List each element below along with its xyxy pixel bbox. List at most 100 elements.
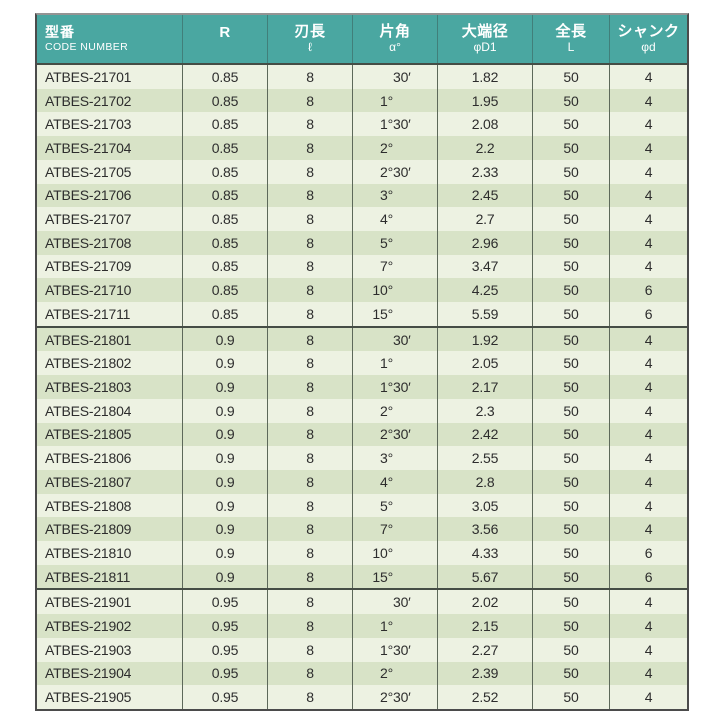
cell-shank-dia: 4 — [609, 493, 687, 518]
cell-overall-length: 50 — [532, 685, 609, 709]
cell-code-number: ATBES-21807 — [45, 473, 132, 490]
cell-r: 0.9 — [182, 375, 267, 399]
cell-overall-length: 50 — [532, 614, 609, 638]
cell-overall-length: 50 — [532, 230, 609, 255]
cell-r: 0.9 — [182, 517, 267, 542]
cell-code-number: ATBES-21804 — [45, 402, 132, 419]
cell-large-end-dia: 2.02 — [437, 590, 532, 615]
column-header-blade-length: 刃長 ℓ — [267, 15, 352, 63]
column-title: シャンク — [617, 23, 680, 41]
table-row: ATBES-21804 0.9 8 2° 2.3 50 4 — [37, 398, 687, 423]
cell-shank-dia: 4 — [609, 88, 687, 113]
cell-overall-length: 50 — [532, 517, 609, 542]
angle-degrees: 5° — [380, 234, 393, 251]
cell-shank-dia: 6 — [609, 302, 687, 326]
cell-shank-dia: 4 — [609, 446, 687, 470]
angle-degrees: 4° — [380, 473, 393, 490]
table-row: ATBES-21705 0.85 8 2° 30′ 2.33 50 4 — [37, 159, 687, 184]
cell-blade-length: 8 — [267, 493, 352, 518]
table-row: ATBES-21901 0.95 8 30′ 2.02 50 4 — [37, 588, 687, 615]
cell-code-number: ATBES-21703 — [45, 116, 132, 133]
cell-overall-length: 50 — [532, 159, 609, 184]
cell-overall-length: 50 — [532, 637, 609, 662]
table-row: ATBES-21711 0.85 8 15° 5.59 50 6 — [37, 302, 687, 326]
angle-minutes: 30′ — [393, 426, 411, 443]
cell-r: 0.85 — [182, 302, 267, 326]
cell-overall-length: 50 — [532, 422, 609, 447]
cell-overall-length: 50 — [532, 469, 609, 494]
table-row: ATBES-21904 0.95 8 2° 2.39 50 4 — [37, 661, 687, 686]
cell-blade-length: 8 — [267, 398, 352, 423]
cell-r: 0.85 — [182, 65, 267, 89]
cell-r: 0.95 — [182, 590, 267, 615]
cell-code-number: ATBES-21701 — [45, 68, 132, 85]
cell-half-angle: 4° — [352, 207, 437, 231]
angle-degrees: 2° — [380, 139, 393, 156]
cell-large-end-dia: 5.67 — [437, 564, 532, 589]
table-row: ATBES-21802 0.9 8 1° 2.05 50 4 — [37, 351, 687, 376]
cell-code-number: ATBES-21708 — [45, 234, 132, 251]
cell-r: 0.85 — [182, 207, 267, 231]
cell-shank-dia: 4 — [609, 469, 687, 494]
cell-large-end-dia: 2.05 — [437, 351, 532, 376]
cell-blade-length: 8 — [267, 327, 352, 352]
table-row: ATBES-21704 0.85 8 2° 2.2 50 4 — [37, 136, 687, 160]
cell-code-number: ATBES-21810 — [45, 544, 132, 561]
angle-degrees: 5° — [380, 497, 393, 514]
column-subtitle: CODE NUMBER — [45, 40, 129, 53]
cell-shank-dia: 6 — [609, 541, 687, 565]
cell-overall-length: 50 — [532, 136, 609, 160]
cell-overall-length: 50 — [532, 564, 609, 589]
cell-blade-length: 8 — [267, 159, 352, 184]
angle-degrees: 7° — [380, 521, 393, 538]
cell-large-end-dia: 5.59 — [437, 302, 532, 326]
cell-r: 0.9 — [182, 351, 267, 376]
cell-r: 0.85 — [182, 88, 267, 113]
cell-large-end-dia: 2.7 — [437, 207, 532, 231]
cell-code-number: ATBES-21905 — [45, 689, 132, 706]
angle-degrees: 10° — [372, 544, 393, 561]
cell-overall-length: 50 — [532, 112, 609, 137]
column-subtitle: α° — [389, 39, 401, 54]
cell-r: 0.85 — [182, 278, 267, 303]
cell-overall-length: 50 — [532, 183, 609, 208]
table-row: ATBES-21706 0.85 8 3° 2.45 50 4 — [37, 183, 687, 208]
angle-minutes: 30′ — [393, 68, 411, 85]
angle-degrees: 1° — [380, 378, 393, 395]
cell-r: 0.9 — [182, 422, 267, 447]
table-row: ATBES-21805 0.9 8 2° 30′ 2.42 50 4 — [37, 422, 687, 447]
cell-large-end-dia: 2.2 — [437, 136, 532, 160]
angle-degrees: 3° — [380, 450, 393, 467]
cell-half-angle: 30′ — [352, 65, 437, 89]
cell-overall-length: 50 — [532, 375, 609, 399]
cell-overall-length: 50 — [532, 398, 609, 423]
cell-half-angle: 15° — [352, 564, 437, 589]
table-body: ATBES-21701 0.85 8 30′ 1.82 50 4 ATBES-21702 0.8… — [37, 65, 687, 709]
cell-blade-length: 8 — [267, 541, 352, 565]
table-row: ATBES-21810 0.9 8 10° 4.33 50 6 — [37, 541, 687, 565]
cell-blade-length: 8 — [267, 637, 352, 662]
cell-r: 0.85 — [182, 254, 267, 279]
table-row: ATBES-21710 0.85 8 10° 4.25 50 6 — [37, 278, 687, 303]
column-subtitle: L — [567, 39, 575, 54]
cell-half-angle: 10° — [352, 541, 437, 565]
cell-large-end-dia: 1.95 — [437, 88, 532, 113]
cell-shank-dia: 4 — [609, 136, 687, 160]
cell-half-angle: 1° 30′ — [352, 637, 437, 662]
cell-half-angle: 2° — [352, 661, 437, 686]
column-title: 大端径 — [461, 23, 509, 41]
cell-code-number: ATBES-21705 — [45, 163, 132, 180]
cell-blade-length: 8 — [267, 351, 352, 376]
table-row: ATBES-21809 0.9 8 7° 3.56 50 4 — [37, 517, 687, 542]
cell-code-number: ATBES-21903 — [45, 641, 132, 658]
cell-half-angle: 2° — [352, 136, 437, 160]
angle-degrees: 2° — [380, 163, 393, 180]
column-header-overall-length: 全長 L — [532, 15, 609, 63]
cell-shank-dia: 4 — [609, 661, 687, 686]
cell-overall-length: 50 — [532, 302, 609, 326]
table-row: ATBES-21903 0.95 8 1° 30′ 2.27 50 4 — [37, 637, 687, 662]
cell-shank-dia: 4 — [609, 183, 687, 208]
cell-shank-dia: 4 — [609, 327, 687, 352]
table-row: ATBES-21811 0.9 8 15° 5.67 50 6 — [37, 564, 687, 589]
